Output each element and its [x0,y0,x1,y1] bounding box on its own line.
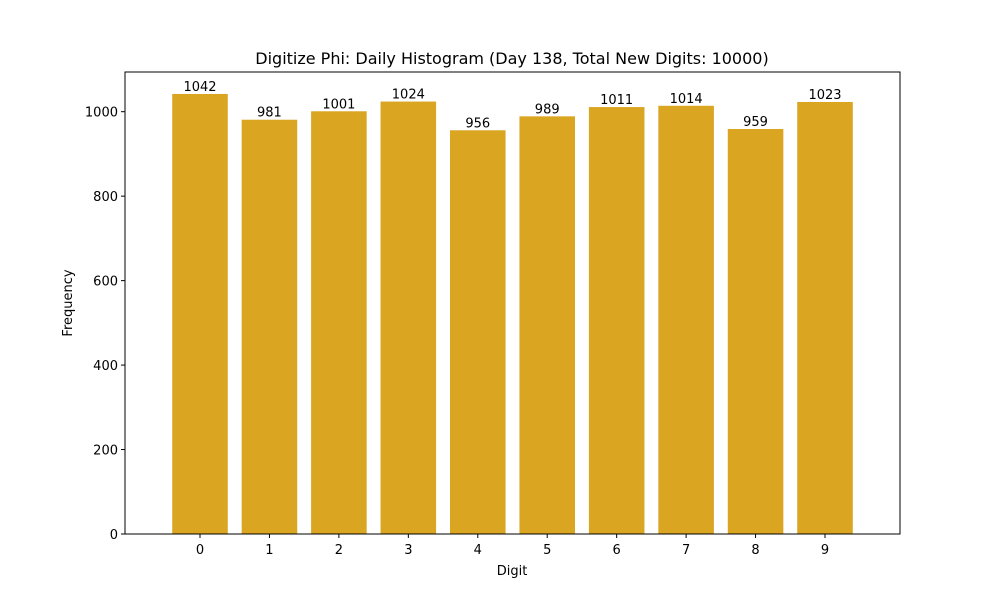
bar-digit-1 [241,119,298,535]
bar-value-label: 959 [743,115,768,130]
y-axis-ticks: 0 200 400 600 800 1000 [85,106,125,543]
bar-digit-8 [727,129,784,534]
bar-digit-0 [172,93,228,534]
bar-digit-9 [797,101,853,534]
x-tick-label: 4 [474,543,482,558]
plot-frame [124,71,901,535]
y-axis-label: Frequency [61,269,76,336]
x-tick-label: 8 [751,543,759,558]
bar-value-label: 956 [465,116,490,131]
x-axis-label: Digit [497,564,528,579]
bar-value-label: 981 [257,106,282,121]
y-tick-label: 400 [93,359,118,374]
bar-digit-3 [380,101,437,534]
x-tick-label: 0 [196,543,204,558]
bar-digit-7 [658,105,714,535]
bar-value-label: 1042 [183,80,216,95]
y-tick-label: 1000 [85,106,118,121]
bar-value-label: 1014 [670,92,703,107]
bar-digit-5 [519,116,575,535]
x-tick-label: 1 [265,543,273,558]
bars-group [172,93,853,535]
bar-value-label: 1024 [392,88,425,103]
bar-digit-2 [311,111,367,534]
bar-digit-4 [450,130,506,534]
bar-value-labels: 1042 981 1001 1024 956 989 1011 1014 959 1023 [183,80,841,131]
x-axis-ticks: 0 1 2 3 4 5 6 7 8 9 [196,534,829,558]
x-tick-label: 6 [613,543,621,558]
bar-digit-6 [588,107,645,535]
x-tick-label: 9 [821,543,829,558]
chart-title: Digitize Phi: Daily Histogram (Day 138, … [255,49,768,68]
x-tick-label: 3 [404,543,412,558]
bar-value-label: 989 [535,102,560,117]
y-tick-label: 200 [93,444,118,459]
y-tick-label: 0 [110,528,118,543]
bar-value-label: 1023 [808,88,841,103]
x-tick-label: 5 [543,543,551,558]
x-tick-label: 2 [335,543,343,558]
bar-value-label: 1001 [322,97,355,112]
y-tick-label: 800 [93,190,118,205]
bar-value-label: 1011 [600,93,633,108]
x-tick-label: 7 [682,543,690,558]
y-tick-label: 600 [93,275,118,290]
